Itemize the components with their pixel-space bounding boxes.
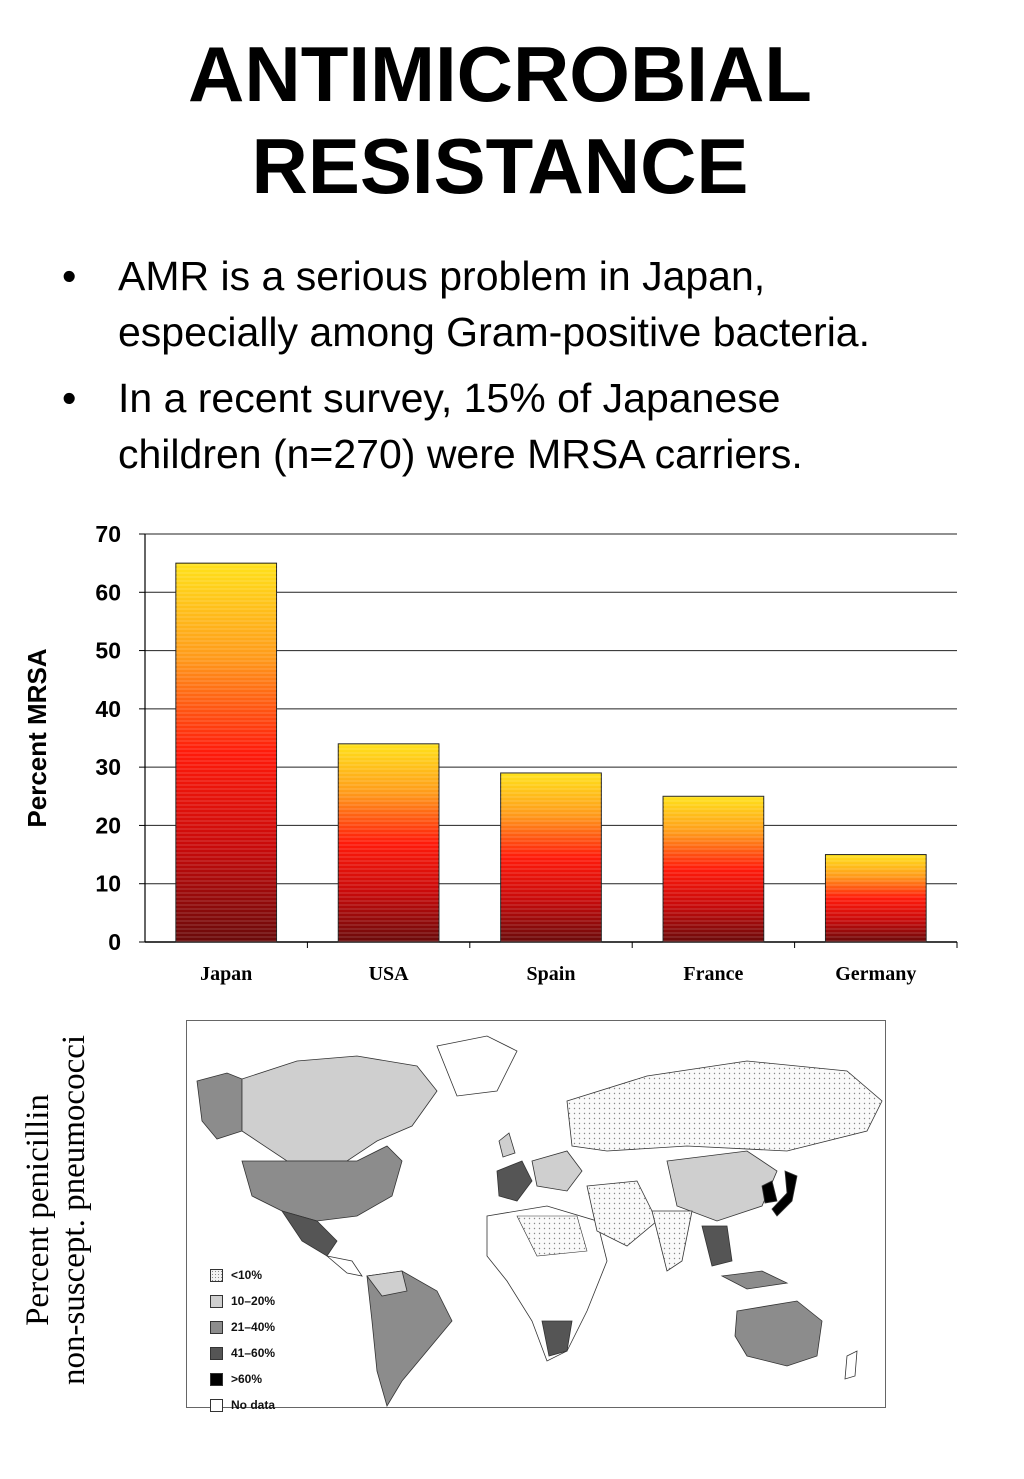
bullet-line: children (n=270) were MRSA carriers. bbox=[118, 431, 803, 477]
x-tick-label: Germany bbox=[835, 963, 916, 985]
map-legend: <10% 10–20% 21–40% 41–60% >60% No data bbox=[210, 1262, 275, 1418]
legend-label: 41–60% bbox=[231, 1346, 276, 1360]
mrsa-bar-chart: 0 10 20 30 40 50 60 70 Japan USA Spain France German… bbox=[22, 521, 958, 985]
legend-label: 21–40% bbox=[231, 1320, 276, 1334]
region-canada bbox=[241, 1055, 438, 1162]
bullet-item: • AMR is a serious problem in Japan, esp… bbox=[62, 248, 1002, 360]
region-middle-east bbox=[586, 1180, 658, 1247]
bullet-line: especially among Gram-positive bacteria. bbox=[118, 309, 870, 355]
region-new-zealand bbox=[844, 1350, 858, 1380]
bullet-marker: • bbox=[62, 375, 77, 421]
region-korea bbox=[761, 1180, 778, 1204]
x-tick-label: Spain bbox=[527, 963, 576, 985]
bullet-line: AMR is a serious problem in Japan, bbox=[118, 253, 766, 299]
region-usa bbox=[241, 1145, 403, 1222]
y-tick-label: 0 bbox=[108, 929, 121, 955]
legend-swatch bbox=[210, 1268, 223, 1282]
map-side-label: Percent penicillin non-suscept. pneumoco… bbox=[20, 990, 92, 1430]
world-map bbox=[186, 1020, 886, 1408]
region-south-africa bbox=[541, 1320, 573, 1357]
bar-texture bbox=[500, 772, 602, 942]
bar-texture bbox=[175, 563, 277, 942]
region-europe-central bbox=[531, 1150, 583, 1192]
region-south-america bbox=[366, 1270, 453, 1407]
region-china bbox=[666, 1150, 778, 1222]
bar-texture bbox=[825, 854, 927, 942]
legend-item: No data bbox=[210, 1392, 275, 1418]
bullet-list: • AMR is a serious problem in Japan, esp… bbox=[62, 248, 1002, 492]
region-japan bbox=[771, 1170, 798, 1217]
x-tick-label: France bbox=[683, 963, 743, 985]
page-title: ANTIMICROBIAL RESISTANCE bbox=[0, 28, 1000, 212]
y-tick-label: 20 bbox=[95, 812, 121, 838]
legend-swatch bbox=[210, 1320, 223, 1334]
legend-swatch bbox=[210, 1346, 223, 1360]
bar-texture bbox=[338, 743, 439, 942]
bullet-line: In a recent survey, 15% of Japanese bbox=[118, 375, 781, 421]
y-tick-label: 70 bbox=[95, 521, 121, 547]
legend-item: <10% bbox=[210, 1262, 275, 1288]
x-tick-label: USA bbox=[369, 963, 410, 985]
legend-label: 10–20% bbox=[231, 1294, 276, 1308]
legend-label: <10% bbox=[231, 1268, 263, 1282]
legend-label: No data bbox=[231, 1398, 276, 1412]
title-line-2: RESISTANCE bbox=[251, 122, 749, 210]
region-southeast-asia bbox=[701, 1225, 733, 1267]
region-russia bbox=[566, 1060, 883, 1152]
y-tick-label: 50 bbox=[95, 638, 121, 664]
region-sahara bbox=[516, 1215, 588, 1257]
y-axis-label: Percent MRSA bbox=[22, 648, 52, 827]
title-line-1: ANTIMICROBIAL bbox=[188, 30, 812, 118]
region-australia bbox=[734, 1300, 823, 1367]
y-tick-label: 40 bbox=[95, 696, 121, 722]
y-tick-label: 10 bbox=[95, 871, 121, 897]
world-map-drawing bbox=[196, 1035, 883, 1407]
legend-swatch bbox=[210, 1372, 223, 1386]
region-central-america bbox=[325, 1255, 363, 1277]
bar-texture bbox=[663, 796, 764, 942]
region-india bbox=[651, 1210, 693, 1272]
legend-item: 10–20% bbox=[210, 1288, 275, 1314]
bullet-item: • In a recent survey, 15% of Japanese ch… bbox=[62, 370, 1002, 482]
y-tick-label: 30 bbox=[95, 754, 121, 780]
legend-swatch bbox=[210, 1398, 223, 1412]
side-label-line-2: non-suscept. pneumococci bbox=[56, 1034, 92, 1386]
legend-item: 21–40% bbox=[210, 1314, 275, 1340]
region-venezuela bbox=[366, 1270, 408, 1297]
region-indonesia bbox=[720, 1270, 789, 1290]
region-alaska bbox=[196, 1072, 243, 1140]
region-uk bbox=[498, 1132, 516, 1158]
legend-item: >60% bbox=[210, 1366, 275, 1392]
legend-swatch bbox=[210, 1294, 223, 1308]
side-label-line-1: Percent penicillin bbox=[20, 1094, 56, 1326]
bullet-marker: • bbox=[62, 253, 77, 299]
legend-label: >60% bbox=[231, 1372, 263, 1386]
region-greenland bbox=[436, 1035, 518, 1097]
region-europe-west bbox=[496, 1160, 533, 1202]
y-tick-label: 60 bbox=[95, 579, 121, 605]
region-mexico bbox=[281, 1210, 338, 1257]
legend-item: 41–60% bbox=[210, 1340, 275, 1366]
x-tick-label: Japan bbox=[200, 963, 252, 985]
